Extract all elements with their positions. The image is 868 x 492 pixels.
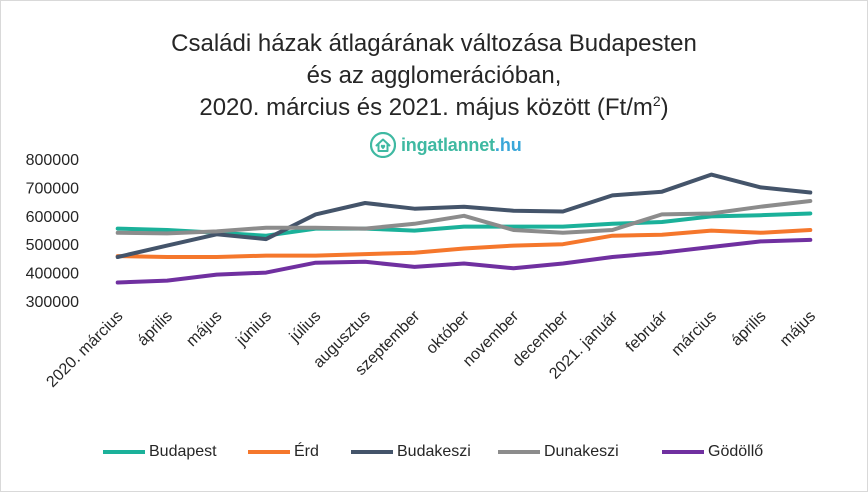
legend-item: Budakeszi bbox=[351, 440, 471, 464]
x-tick-label: május bbox=[183, 308, 225, 350]
series-line-0 bbox=[115, 211, 813, 238]
chart-title: Családi házak átlagárának változása Buda… bbox=[0, 28, 868, 124]
y-tick-label: 400000 bbox=[26, 266, 79, 283]
x-tick-label: október bbox=[423, 307, 473, 357]
y-tick-label: 800000 bbox=[26, 152, 79, 169]
title-line-1: Családi házak átlagárának változása Buda… bbox=[171, 30, 697, 57]
title-line-3-end: ) bbox=[660, 94, 669, 121]
x-axis: 2020. március április május június júliusaug… bbox=[43, 307, 819, 391]
legend-swatch bbox=[351, 450, 393, 454]
legend-item: Gödöllő bbox=[662, 440, 763, 464]
title-line-2: és az agglomerációban, bbox=[306, 62, 562, 89]
y-axis: 800000 700000 600000 500000 400000 300000 bbox=[26, 152, 79, 311]
series-line-3 bbox=[115, 199, 813, 236]
legend-swatch bbox=[103, 450, 145, 454]
brand-name-tld: .hu bbox=[494, 134, 522, 155]
y-tick-label: 300000 bbox=[26, 294, 79, 311]
series-line-2 bbox=[115, 172, 813, 259]
y-tick-label: 600000 bbox=[26, 209, 79, 226]
series-lines bbox=[115, 172, 813, 285]
y-tick-label: 700000 bbox=[26, 180, 79, 197]
legend-label: Budapest bbox=[149, 443, 217, 460]
series-line-1 bbox=[115, 228, 813, 259]
legend-swatch bbox=[498, 450, 540, 454]
legend-item: Dunakeszi bbox=[498, 440, 619, 464]
x-tick-label: július bbox=[286, 308, 325, 347]
legend-item: Érd bbox=[248, 440, 319, 464]
x-tick-label: 2020. március bbox=[43, 308, 126, 391]
x-tick-label: április bbox=[728, 308, 770, 350]
x-tick-label: április bbox=[134, 308, 176, 350]
title-line-3: 2020. március és 2021. május között (Ft/… bbox=[0, 92, 868, 124]
brand-logo: ingatlannet.hu bbox=[370, 130, 522, 160]
x-tick-label: május bbox=[777, 308, 819, 350]
legend-swatch bbox=[248, 450, 290, 454]
series-line-4 bbox=[115, 237, 813, 285]
legend-label: Gödöllő bbox=[708, 443, 764, 460]
legend-label: Érd bbox=[294, 443, 319, 460]
brand-name-main: ingatlannet bbox=[401, 134, 495, 155]
legend-item: Budapest bbox=[103, 440, 217, 464]
y-tick-label: 500000 bbox=[26, 237, 79, 254]
legend-label: Dunakeszi bbox=[544, 443, 619, 460]
x-tick-label: március bbox=[669, 308, 721, 360]
legend-label: Budakeszi bbox=[397, 443, 471, 460]
x-tick-label: június bbox=[233, 308, 275, 350]
house-heart-icon bbox=[370, 132, 396, 158]
brand-name: ingatlannet.hu bbox=[401, 135, 522, 156]
title-superscript: 2 bbox=[652, 93, 661, 109]
legend-swatch bbox=[662, 450, 704, 454]
x-tick-label: február bbox=[623, 307, 671, 355]
chart-legend: Budapest Érd Budakeszi Dunakeszi Gödöllő bbox=[0, 440, 868, 464]
title-line-3-main: 2020. március és 2021. május között (Ft/… bbox=[199, 94, 653, 121]
